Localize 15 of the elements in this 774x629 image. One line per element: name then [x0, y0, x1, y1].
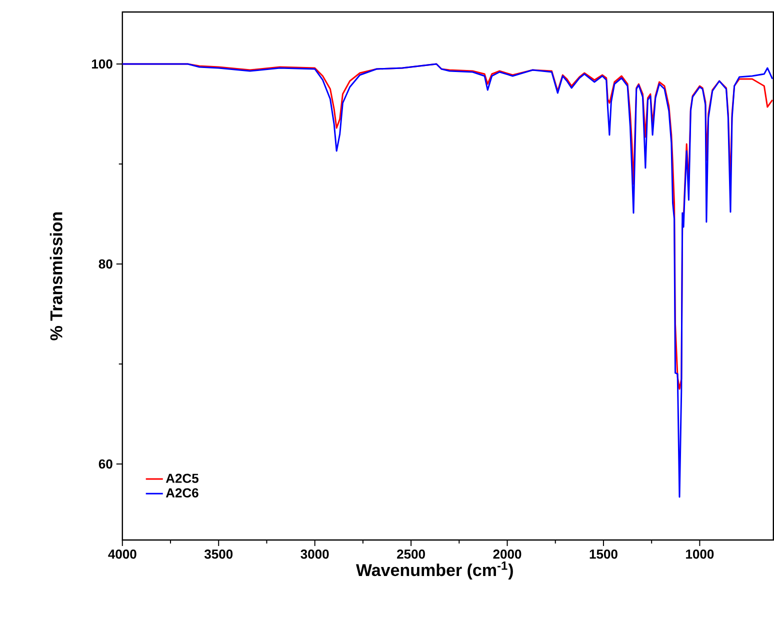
y-tick-label: 60 — [98, 459, 112, 469]
x-tick-label: 2500 — [397, 550, 425, 559]
line-series — [122, 63, 774, 498]
x-tick-label: 1500 — [590, 550, 618, 559]
y-tick-label: 80 — [98, 259, 112, 269]
legend-label: A2C5 — [166, 474, 198, 483]
y-axis-title: % Transmission — [50, 212, 62, 340]
y-tick-label: 100 — [92, 59, 112, 69]
x-axis-title: Wavenumber (cm$^{-1}$) — [356, 562, 513, 580]
x-tick-label: 3000 — [300, 550, 329, 559]
x-tick-label: 4000 — [108, 550, 136, 559]
legend-label: A2C6 — [166, 488, 198, 498]
x-tick-label: 2000 — [493, 550, 522, 559]
x-tick-label: 1000 — [686, 550, 714, 559]
x-tick-label: 3500 — [204, 550, 233, 559]
